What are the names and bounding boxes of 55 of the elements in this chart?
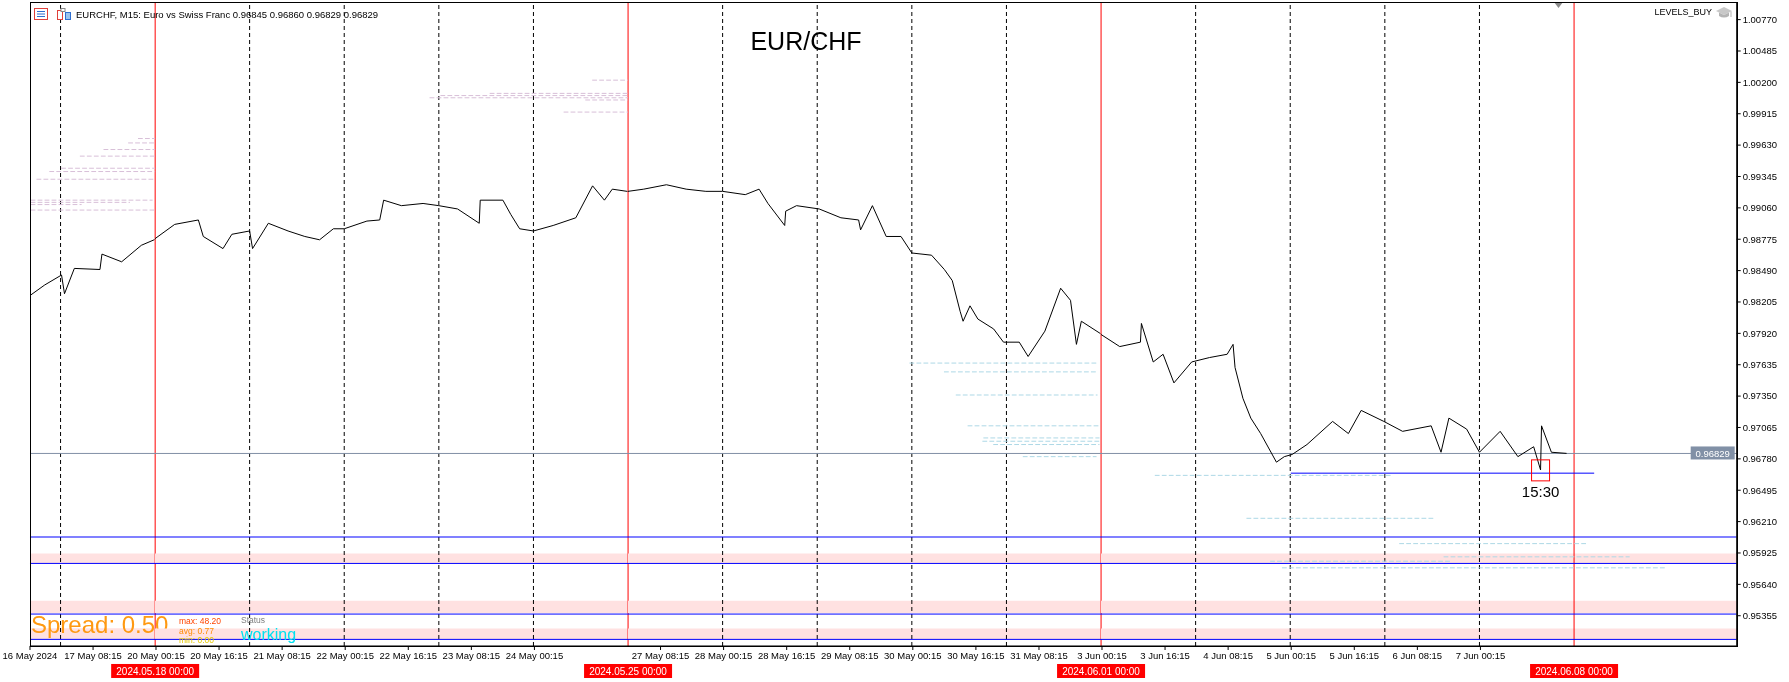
y-tick-label: 0.95355 bbox=[1742, 610, 1778, 622]
y-tick-label: 0.96780 bbox=[1742, 453, 1778, 465]
annotation: working bbox=[240, 626, 297, 643]
y-tick-label: 0.99060 bbox=[1742, 202, 1778, 214]
ref-line-label: 2024.06.01 00:00 bbox=[1062, 665, 1141, 677]
x-tick-label: 22 May 16:15 bbox=[379, 649, 438, 661]
y-tick-label: 0.98775 bbox=[1742, 233, 1778, 245]
x-tick-label: 30 May 16:15 bbox=[947, 649, 1005, 661]
x-tick-label: 5 Jun 16:15 bbox=[1329, 649, 1380, 661]
x-tick-label: 16 May 2024 bbox=[2, 649, 58, 661]
x-tick-label: 22 May 00:15 bbox=[316, 649, 375, 661]
y-tick-label: 0.97065 bbox=[1742, 421, 1778, 433]
y-tick-label: 0.95925 bbox=[1742, 547, 1778, 559]
y-tick-label: 0.96495 bbox=[1742, 484, 1778, 496]
annotation: avg: 0.77 bbox=[178, 625, 214, 636]
y-tick-label: 0.98205 bbox=[1742, 296, 1778, 308]
y-tick-label: 0.99915 bbox=[1742, 108, 1778, 120]
y-tick-label: 1.00485 bbox=[1742, 45, 1778, 57]
y-tick-label: 0.97920 bbox=[1742, 327, 1778, 339]
x-tick-label: 24 May 00:15 bbox=[505, 649, 564, 661]
x-tick-label: 28 May 16:15 bbox=[758, 649, 816, 661]
y-tick-label: 1.00770 bbox=[1742, 13, 1778, 25]
x-tick-label: 7 Jun 00:15 bbox=[1455, 649, 1506, 661]
annotation: 15:30 bbox=[1522, 482, 1560, 500]
y-tick-label: 1.00200 bbox=[1742, 76, 1778, 88]
y-tick-label: 0.96210 bbox=[1742, 515, 1778, 527]
x-tick-label: 30 May 00:15 bbox=[884, 649, 942, 661]
annotation: max: 48.20 bbox=[178, 616, 222, 626]
annotation: Status bbox=[240, 615, 266, 625]
x-tick-label: 5 Jun 00:15 bbox=[1266, 649, 1317, 661]
x-tick-label: 6 Jun 08:15 bbox=[1392, 649, 1443, 661]
x-tick-label: 29 May 08:15 bbox=[821, 649, 879, 661]
ref-line-label: 2024.05.18 00:00 bbox=[116, 665, 195, 677]
x-tick-label: 31 May 08:15 bbox=[1010, 649, 1068, 661]
x-tick-label: 20 May 00:15 bbox=[127, 649, 185, 661]
y-tick-label: 0.99345 bbox=[1742, 170, 1778, 182]
x-tick-label: 27 May 08:15 bbox=[632, 649, 690, 661]
x-tick-label: 17 May 08:15 bbox=[64, 649, 122, 661]
y-tick-label: 0.95640 bbox=[1742, 578, 1778, 590]
text: EUR/CHF bbox=[750, 27, 862, 55]
ref-line-label: 2024.06.08 00:00 bbox=[1535, 666, 1614, 677]
y-tick-label: 0.98490 bbox=[1742, 264, 1778, 276]
annotation: LEVELS_BUY bbox=[1654, 7, 1712, 17]
x-tick-label: 4 Jun 08:15 bbox=[1203, 649, 1254, 661]
y-tick-label: 0.97635 bbox=[1742, 359, 1778, 371]
x-tick-label: 20 May 16:15 bbox=[190, 649, 248, 661]
y-tick-label: 0.99630 bbox=[1742, 139, 1778, 151]
y-tick-label: 0.97350 bbox=[1742, 390, 1778, 402]
x-tick-label: 21 May 08:15 bbox=[253, 649, 312, 661]
x-tick-label: 3 Jun 00:15 bbox=[1077, 649, 1128, 661]
x-tick-label: 3 Jun 16:15 bbox=[1140, 649, 1191, 661]
x-tick-label: 23 May 08:15 bbox=[442, 649, 501, 661]
x-tick-label: 28 May 00:15 bbox=[695, 649, 753, 661]
ref-line-label: 2024.05.25 00:00 bbox=[589, 665, 668, 677]
ref-line-label: 0.96829 bbox=[1695, 447, 1731, 459]
